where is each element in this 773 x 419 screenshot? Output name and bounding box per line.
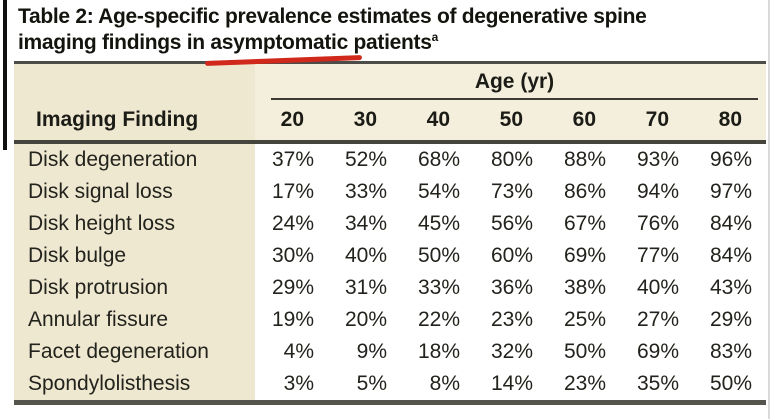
prevalence-value: 23% <box>547 368 620 406</box>
prevalence-value: 68% <box>401 142 474 177</box>
prevalence-value: 50% <box>547 336 620 369</box>
prevalence-value: 3% <box>255 368 328 406</box>
prevalence-value: 38% <box>547 272 620 305</box>
prevalence-value: 86% <box>547 176 620 209</box>
age-group-header-row: Age (yr) <box>14 64 766 101</box>
prevalence-value: 19% <box>255 304 328 337</box>
table-row: Disk protrusion 29% 31% 33% 36% 38% 40% … <box>14 272 766 305</box>
prevalence-value: 30% <box>255 240 328 273</box>
page-title: Table 2: Age-specific prevalence estimat… <box>18 4 766 67</box>
imaging-finding-label: Spondylolisthesis <box>14 368 255 406</box>
prevalence-value: 96% <box>693 142 766 177</box>
page-right-border-fragment <box>768 0 770 419</box>
prevalence-value: 97% <box>693 176 766 209</box>
prevalence-value: 27% <box>620 304 693 337</box>
prevalence-value: 84% <box>693 240 766 273</box>
prevalence-value: 33% <box>401 272 474 305</box>
prevalence-value: 56% <box>474 208 547 241</box>
prevalence-value: 20% <box>328 304 401 337</box>
prevalence-value: 45% <box>401 208 474 241</box>
age-column-header: 40 <box>401 100 474 145</box>
table-row: Spondylolisthesis 3% 5% 8% 14% 23% 35% 5… <box>14 368 766 406</box>
table-row: Disk signal loss 17% 33% 54% 73% 86% 94%… <box>14 176 766 209</box>
imaging-finding-label: Facet degeneration <box>14 336 255 369</box>
prevalence-value: 43% <box>693 272 766 305</box>
page-left-border-fragment <box>3 0 7 150</box>
column-header-row: Imaging Finding 20 30 40 50 60 70 80 <box>14 100 766 145</box>
prevalence-table: Age (yr) Imaging Finding 20 30 40 50 60 … <box>14 64 766 406</box>
prevalence-value: 54% <box>401 176 474 209</box>
title-line2-prefix: imaging findings in <box>18 30 211 54</box>
title-line1: Table 2: Age-specific prevalence estimat… <box>18 5 647 28</box>
prevalence-value: 50% <box>401 240 474 273</box>
prevalence-value: 34% <box>328 208 401 241</box>
table-figure: Table 2: Age-specific prevalence estimat… <box>14 2 766 406</box>
prevalence-value: 60% <box>474 240 547 273</box>
age-column-header: 70 <box>620 100 693 145</box>
prevalence-value: 37% <box>255 142 328 177</box>
table-row: Disk height loss 24% 34% 45% 56% 67% 76%… <box>14 208 766 241</box>
prevalence-value: 83% <box>693 336 766 369</box>
prevalence-value: 31% <box>328 272 401 305</box>
table-row: Disk bulge 30% 40% 50% 60% 69% 77% 84% <box>14 240 766 273</box>
imaging-finding-label: Disk protrusion <box>14 272 255 305</box>
prevalence-value: 4% <box>255 336 328 369</box>
prevalence-value: 69% <box>620 336 693 369</box>
prevalence-value: 80% <box>474 142 547 177</box>
prevalence-value: 33% <box>328 176 401 209</box>
age-column-header: 60 <box>547 100 620 145</box>
prevalence-value: 23% <box>474 304 547 337</box>
imaging-finding-label: Disk height loss <box>14 208 255 241</box>
title-separator-rule <box>14 61 766 65</box>
prevalence-value: 88% <box>547 142 620 177</box>
prevalence-value: 9% <box>328 336 401 369</box>
age-group-label: Age (yr) <box>271 68 758 101</box>
table-row: Disk degeneration 37% 52% 68% 80% 88% 93… <box>14 142 766 177</box>
age-column-header: 20 <box>255 100 328 145</box>
imaging-finding-column-header: Imaging Finding <box>14 100 255 145</box>
age-column-header: 30 <box>328 100 401 145</box>
prevalence-value: 29% <box>255 272 328 305</box>
prevalence-value: 8% <box>401 368 474 406</box>
prevalence-value: 93% <box>620 142 693 177</box>
prevalence-value: 76% <box>620 208 693 241</box>
age-group-header: Age (yr) <box>255 64 766 101</box>
prevalence-value: 52% <box>328 142 401 177</box>
prevalence-value: 36% <box>474 272 547 305</box>
imaging-finding-label: Disk signal loss <box>14 176 255 209</box>
imaging-finding-label: Annular fissure <box>14 304 255 337</box>
prevalence-value: 14% <box>474 368 547 406</box>
prevalence-value: 67% <box>547 208 620 241</box>
prevalence-value: 69% <box>547 240 620 273</box>
prevalence-value: 22% <box>401 304 474 337</box>
prevalence-value: 32% <box>474 336 547 369</box>
footnote-marker: a <box>431 29 439 44</box>
imaging-finding-label: Disk degeneration <box>14 142 255 177</box>
prevalence-value: 73% <box>474 176 547 209</box>
prevalence-value: 18% <box>401 336 474 369</box>
title-line2-suffix: patients <box>347 30 432 54</box>
prevalence-value: 17% <box>255 176 328 209</box>
prevalence-value: 25% <box>547 304 620 337</box>
prevalence-value: 24% <box>255 208 328 241</box>
age-column-header: 80 <box>693 100 766 145</box>
prevalence-value: 84% <box>693 208 766 241</box>
corner-cell <box>14 64 255 101</box>
age-column-header: 50 <box>474 100 547 145</box>
prevalence-value: 94% <box>620 176 693 209</box>
title-highlighted-word: asymptomatic <box>205 30 362 67</box>
imaging-finding-label: Disk bulge <box>14 240 255 273</box>
prevalence-value: 29% <box>693 304 766 337</box>
prevalence-value: 77% <box>620 240 693 273</box>
prevalence-value: 40% <box>328 240 401 273</box>
prevalence-value: 40% <box>620 272 693 305</box>
prevalence-value: 5% <box>328 368 401 406</box>
prevalence-value: 50% <box>693 368 766 406</box>
prevalence-value: 35% <box>620 368 693 406</box>
table-row: Facet degeneration 4% 9% 18% 32% 50% 69%… <box>14 336 766 369</box>
table-row: Annular fissure 19% 20% 22% 23% 25% 27% … <box>14 304 766 337</box>
